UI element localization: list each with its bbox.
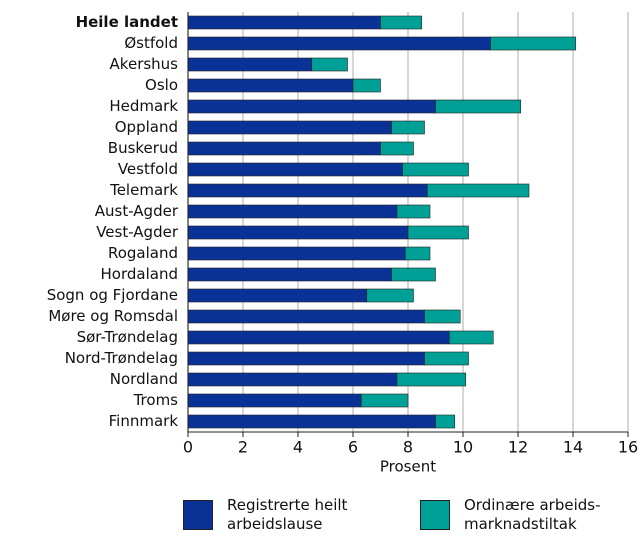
- bar-segment: [366, 288, 414, 303]
- bar-segment: [311, 57, 348, 72]
- x-tick-label: 8: [403, 438, 413, 457]
- x-tick-label: 4: [293, 438, 303, 457]
- x-tick-label: 2: [238, 438, 248, 457]
- bar-segment: [380, 15, 423, 30]
- bar-segment: [391, 267, 436, 282]
- y-tick-label: Finnmark: [109, 412, 179, 430]
- y-tick-label: Oslo: [145, 76, 178, 94]
- x-axis-label: Prosent: [380, 458, 436, 476]
- y-tick-label: Østfold: [124, 34, 178, 52]
- bar-segment: [187, 120, 392, 135]
- legend-label: Ordinære arbeids-marknadstiltak: [464, 496, 601, 533]
- bar-segment: [352, 78, 381, 93]
- bar-segment: [424, 351, 469, 366]
- chart: Prosent 0 2 4 6 8 10 12 14 16 Heile landet Østfold…: [47, 12, 638, 476]
- y-tick-label: Vestfold: [118, 160, 178, 178]
- bar-segment: [391, 120, 425, 135]
- y-tick-label: Hedmark: [109, 97, 178, 115]
- y-tick-label: Hordaland: [101, 265, 178, 283]
- bar-segment: [187, 246, 406, 261]
- bar-segment: [187, 309, 425, 324]
- x-tick-label: 6: [348, 438, 358, 457]
- y-tick-label: Akershus: [110, 55, 179, 73]
- bar-segment: [435, 414, 456, 429]
- bar-segment: [424, 309, 461, 324]
- bar-segment: [435, 99, 522, 114]
- bar-segment: [187, 288, 368, 303]
- bar-segment: [187, 372, 398, 387]
- x-tick-label: 16: [618, 438, 638, 457]
- bar-segment: [490, 36, 577, 51]
- y-tick-label: Troms: [133, 391, 179, 409]
- bar-segment: [187, 393, 362, 408]
- bar-segment: [187, 414, 436, 429]
- bar-segment: [187, 225, 409, 240]
- x-tick-label: 12: [508, 438, 528, 457]
- y-tick-label: Buskerud: [108, 139, 178, 157]
- bar-segment: [360, 393, 409, 408]
- x-tick-label: 10: [453, 438, 473, 457]
- y-tick-label: Møre og Romsdal: [48, 307, 178, 325]
- x-tick-label: 0: [183, 438, 193, 457]
- y-tick-label: Vest-Agder: [96, 223, 179, 241]
- bar-segment: [380, 141, 414, 156]
- y-tick-label: Rogaland: [108, 244, 178, 262]
- bar-segment: [396, 204, 431, 219]
- bar-segment: [407, 225, 469, 240]
- bar-segment: [396, 372, 467, 387]
- bar-segment: [187, 162, 403, 177]
- bar-segment: [187, 267, 392, 282]
- y-tick-label: Sør-Trøndelag: [77, 328, 178, 346]
- y-tick-label: Aust-Agder: [95, 202, 179, 220]
- y-tick-label: Sogn og Fjordane: [47, 286, 178, 304]
- bar-segment: [426, 183, 530, 198]
- legend-item: Registrerte heilt arbeidslause: [183, 496, 377, 534]
- legend-label: Registrerte heilt arbeidslause: [227, 496, 348, 533]
- bar-segment: [187, 204, 398, 219]
- bar-segment: [187, 57, 313, 72]
- bar-segment: [187, 15, 381, 30]
- legend-item: Ordinære arbeids-marknadstiltak: [420, 496, 604, 534]
- bar-segment: [187, 330, 450, 345]
- bar-segment: [404, 246, 431, 261]
- bar-segment: [187, 141, 381, 156]
- bar-segment: [187, 78, 354, 93]
- bar-segment: [402, 162, 469, 177]
- x-tick-label: 14: [563, 438, 583, 457]
- y-tick-label: Oppland: [115, 118, 178, 136]
- y-tick-label: Nordland: [110, 370, 178, 388]
- y-tick-label: Telemark: [109, 181, 178, 199]
- bar-segment: [187, 183, 428, 198]
- bar-segment: [187, 36, 491, 51]
- bar-segment: [187, 99, 436, 114]
- bar-segment: [187, 351, 425, 366]
- bar-segment: [448, 330, 494, 345]
- legend-swatch: [183, 500, 213, 530]
- y-tick-label: Nord-Trøndelag: [65, 349, 178, 367]
- legend-swatch: [420, 500, 450, 530]
- y-tick-label: Heile landet: [76, 13, 178, 31]
